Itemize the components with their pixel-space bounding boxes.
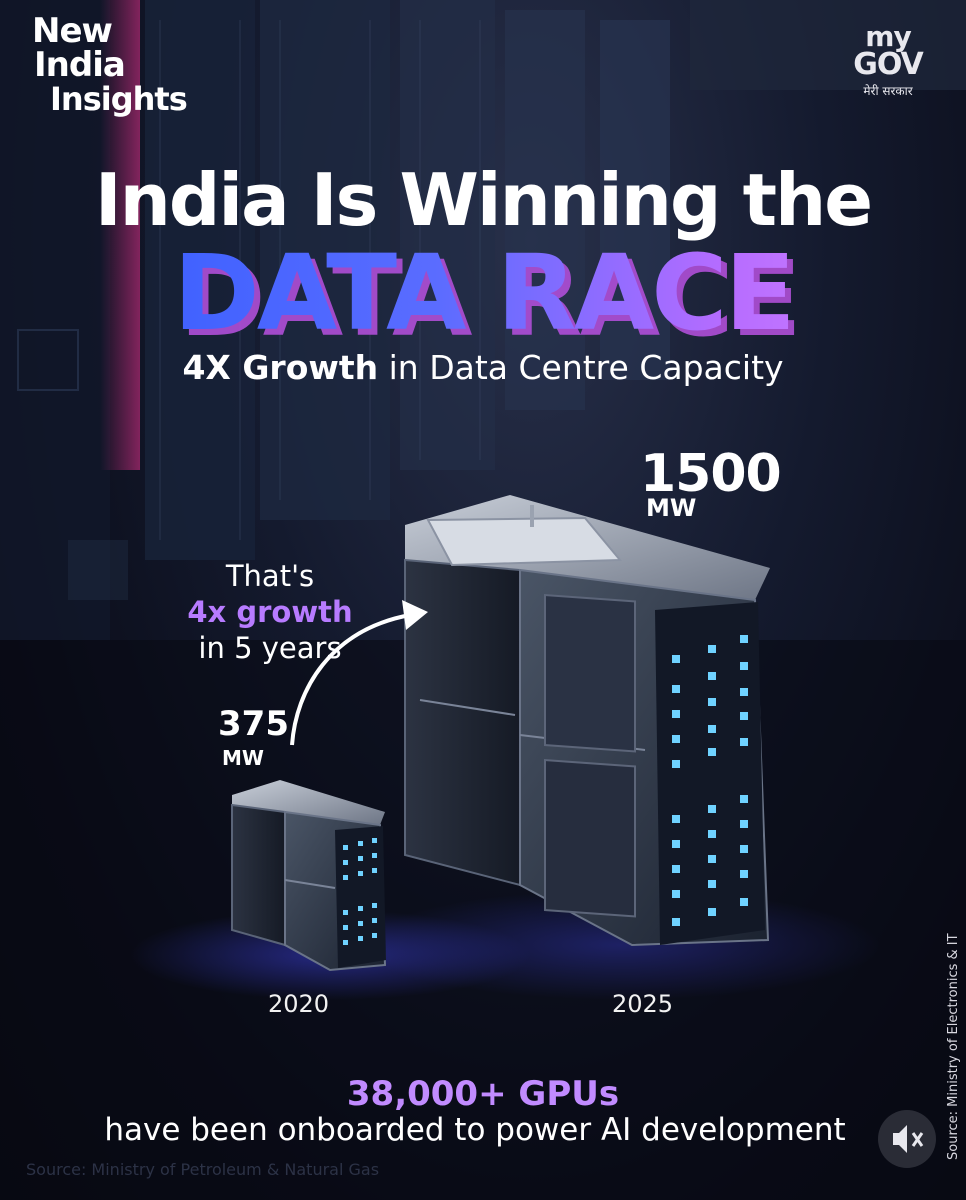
mygov-tagline: मेरी सरकार (863, 84, 913, 98)
mygov-logo-gov: GOV (853, 47, 924, 82)
mygov-logo-my: my (865, 20, 911, 53)
growth-note: That's 4x growth in 5 years (160, 558, 380, 666)
headline-line-2: DATA RACE (0, 232, 966, 354)
mute-button[interactable] (878, 1110, 936, 1168)
year-2025-label: 2025 (612, 990, 674, 1018)
brand-line-3: Insights (50, 80, 188, 118)
server-2025 (404, 495, 770, 947)
muted-speaker-icon (878, 1110, 936, 1168)
brand-line-2: India (34, 45, 126, 85)
growth-arrow-icon (290, 613, 411, 746)
subtitle: 4X Growth in Data Centre Capacity (0, 348, 966, 387)
server-2025-lights (672, 635, 748, 926)
gpus-text: have been onboarded to power AI developm… (104, 1112, 846, 1148)
year-2020-label: 2020 (268, 990, 330, 1018)
headline-line-2-shadow: DATA RACE (6, 238, 966, 360)
source-side: Source: Ministry of Electronics & IT (946, 933, 961, 1160)
growth-note-line-3: in 5 years (198, 631, 342, 665)
arrow-head-icon (402, 600, 428, 630)
mygov-logo: my GOV मेरी सरकार (838, 20, 938, 99)
new-india-insights-logo: New India Insights (32, 11, 188, 118)
capacity-2025-unit: MW (646, 494, 697, 522)
brand-line-1: New (32, 11, 113, 51)
source-bottom: Source: Ministry of Petroleum & Natural … (26, 1160, 380, 1179)
subtitle-bold: 4X Growth (182, 348, 379, 387)
capacity-2020-value: 375 (218, 704, 289, 744)
subtitle-rest: in Data Centre Capacity (378, 348, 784, 387)
growth-note-line-2: 4x growth (187, 595, 353, 629)
capacity-2025-value: 1500 (640, 444, 782, 504)
growth-note-line-1: That's (225, 559, 315, 593)
gpus-headline: 38,000+ GPUs (346, 1074, 620, 1114)
capacity-2020-unit: MW (222, 746, 264, 770)
server-2020-lights (343, 838, 377, 945)
headline-line-1: India Is Winning the (94, 158, 873, 242)
